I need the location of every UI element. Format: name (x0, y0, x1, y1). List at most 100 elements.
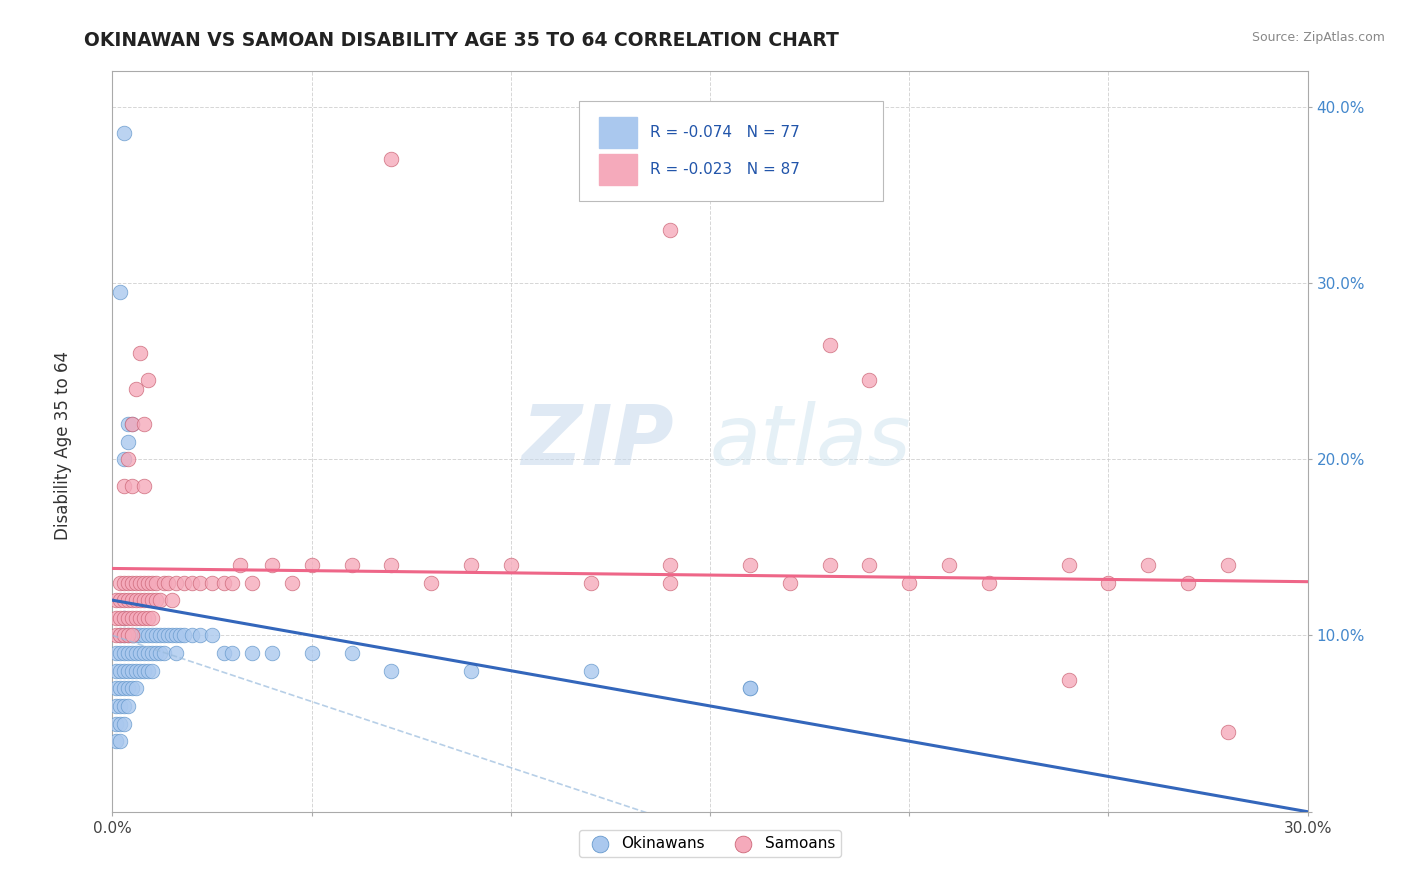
Text: atlas: atlas (710, 401, 911, 482)
Point (938, 558, 960, 572)
Point (117, 434, 139, 449)
Point (110, 716, 132, 731)
FancyBboxPatch shape (579, 101, 883, 201)
Point (380, 558, 402, 572)
Point (898, 575, 921, 590)
Point (129, 628, 152, 642)
Point (659, 558, 682, 572)
Point (117, 681, 139, 696)
Point (738, 681, 761, 696)
Point (1216, 558, 1239, 572)
Point (114, 716, 135, 731)
Point (138, 575, 160, 590)
Point (121, 611, 143, 625)
Point (240, 646, 263, 660)
Point (117, 628, 139, 642)
Point (121, 681, 143, 696)
Point (117, 646, 139, 660)
Point (110, 575, 132, 590)
Point (121, 417, 143, 431)
Point (117, 452, 139, 467)
Point (117, 417, 139, 431)
Point (188, 575, 211, 590)
Point (738, 681, 761, 696)
Point (134, 646, 156, 660)
Point (114, 664, 135, 678)
Point (129, 664, 152, 678)
Point (340, 558, 363, 572)
Point (165, 575, 187, 590)
Point (145, 628, 167, 642)
Point (114, 628, 135, 642)
Point (165, 646, 187, 660)
Point (117, 628, 139, 642)
Point (114, 646, 135, 660)
Point (125, 593, 148, 607)
Point (141, 611, 163, 625)
Point (110, 285, 132, 299)
Point (114, 628, 135, 642)
Bar (599, 154, 637, 186)
Point (212, 575, 235, 590)
Point (169, 628, 191, 642)
Point (105, 716, 128, 731)
Point (173, 575, 195, 590)
Point (145, 646, 167, 660)
Text: Source: ZipAtlas.com: Source: ZipAtlas.com (1251, 31, 1385, 45)
Point (129, 575, 152, 590)
Point (157, 628, 180, 642)
Point (110, 593, 132, 607)
Point (138, 611, 160, 625)
Point (129, 593, 152, 607)
Point (125, 611, 148, 625)
Point (129, 646, 152, 660)
Point (125, 628, 148, 642)
Point (141, 664, 163, 678)
Point (157, 575, 180, 590)
Point (212, 646, 235, 660)
Text: R = -0.023   N = 87: R = -0.023 N = 87 (651, 162, 800, 178)
Point (818, 558, 841, 572)
Point (114, 593, 135, 607)
Point (260, 558, 283, 572)
Point (125, 575, 148, 590)
Point (105, 664, 128, 678)
Point (460, 664, 482, 678)
Point (165, 628, 187, 642)
Point (779, 575, 801, 590)
Point (110, 664, 132, 678)
Point (114, 611, 135, 625)
Point (659, 575, 682, 590)
Point (114, 698, 135, 713)
Point (420, 575, 443, 590)
Point (114, 611, 135, 625)
Point (114, 452, 135, 467)
Point (301, 646, 323, 660)
Point (134, 664, 156, 678)
Point (114, 575, 135, 590)
Point (114, 478, 135, 492)
Point (818, 337, 841, 351)
Point (129, 611, 152, 625)
Point (121, 575, 143, 590)
Point (1097, 575, 1119, 590)
Point (1216, 725, 1239, 739)
Point (738, 558, 761, 572)
Point (149, 628, 172, 642)
Point (105, 734, 128, 748)
Point (145, 593, 167, 607)
Point (117, 664, 139, 678)
Point (125, 382, 148, 396)
Point (149, 593, 172, 607)
Point (134, 478, 156, 492)
Point (149, 646, 172, 660)
Point (110, 628, 132, 642)
Point (201, 575, 224, 590)
Point (499, 558, 522, 572)
Point (221, 575, 243, 590)
Point (129, 346, 152, 360)
Point (121, 593, 143, 607)
Point (579, 664, 602, 678)
Point (138, 628, 160, 642)
Point (301, 558, 323, 572)
